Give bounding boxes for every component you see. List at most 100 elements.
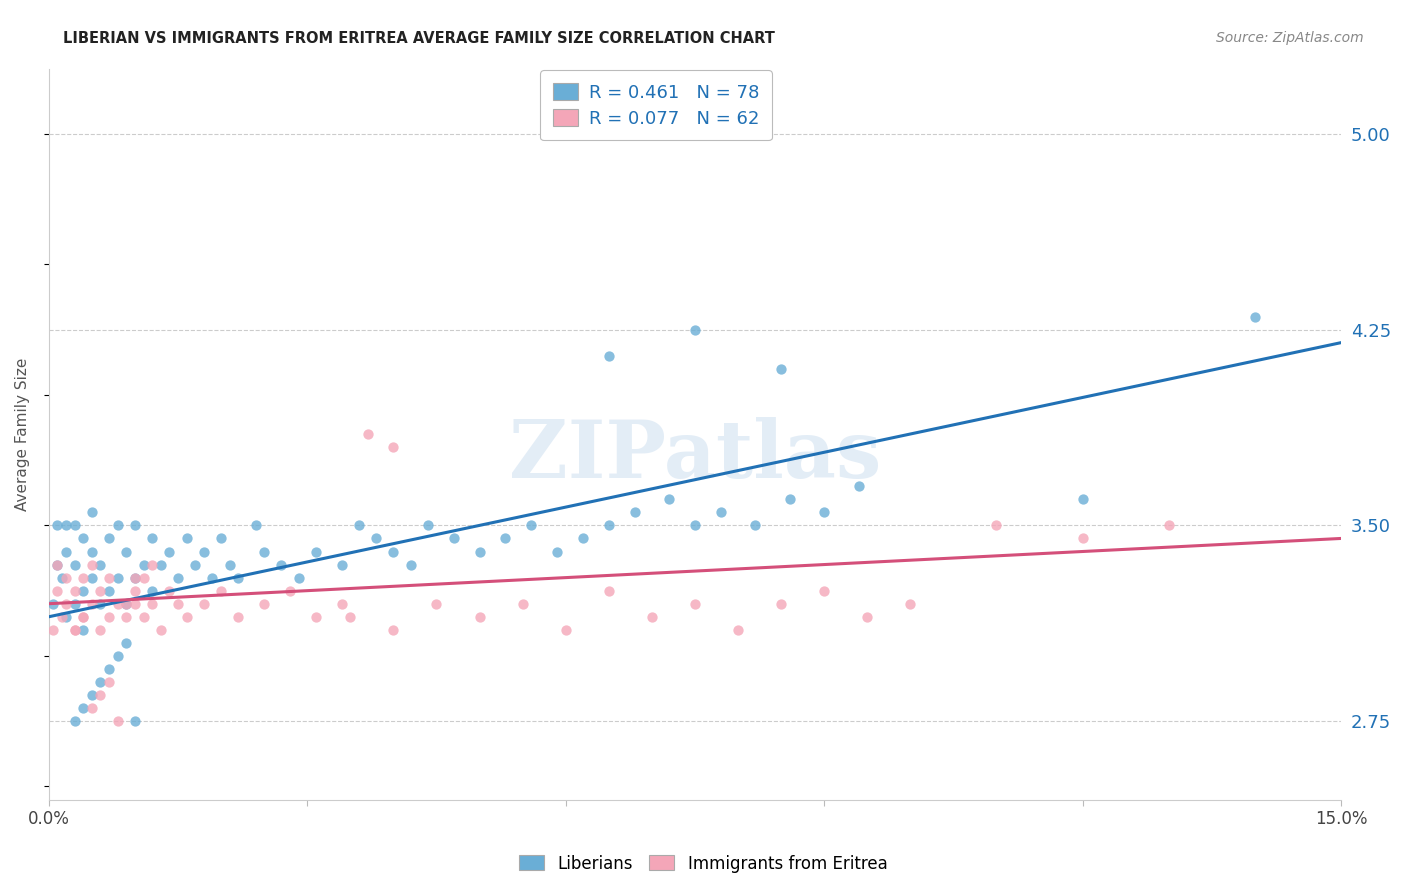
Point <box>986 518 1008 533</box>
Point <box>98 583 121 598</box>
Point <box>856 609 879 624</box>
Point <box>658 492 681 507</box>
Point <box>124 571 146 585</box>
Point <box>176 609 198 624</box>
Point <box>167 597 190 611</box>
Point <box>124 714 146 729</box>
Point <box>157 583 180 598</box>
Point <box>46 518 69 533</box>
Point <box>245 518 267 533</box>
Point <box>416 518 439 533</box>
Y-axis label: Average Family Size: Average Family Size <box>15 358 30 511</box>
Point <box>107 518 129 533</box>
Point <box>55 609 77 624</box>
Point <box>72 532 94 546</box>
Point <box>201 571 224 585</box>
Point <box>598 583 620 598</box>
Point <box>1071 532 1094 546</box>
Point <box>683 322 706 336</box>
Point <box>278 583 301 598</box>
Point <box>330 597 353 611</box>
Text: ZIPatlas: ZIPatlas <box>509 417 882 495</box>
Point <box>898 597 921 611</box>
Point <box>382 544 405 558</box>
Point <box>520 518 543 533</box>
Point <box>347 518 370 533</box>
Point <box>641 609 664 624</box>
Point <box>305 544 328 558</box>
Point <box>468 544 491 558</box>
Point <box>115 597 138 611</box>
Point <box>46 558 69 572</box>
Point <box>770 361 793 376</box>
Point <box>813 505 835 519</box>
Point <box>80 544 103 558</box>
Point <box>167 571 190 585</box>
Point <box>366 532 388 546</box>
Point <box>42 597 65 611</box>
Point <box>89 583 111 598</box>
Point <box>63 518 86 533</box>
Point <box>218 558 240 572</box>
Point <box>356 427 378 442</box>
Point <box>80 688 103 702</box>
Point <box>209 583 232 598</box>
Point <box>63 597 86 611</box>
Point <box>89 623 111 637</box>
Point <box>193 597 215 611</box>
Point <box>710 505 733 519</box>
Point <box>63 623 86 637</box>
Point <box>63 623 86 637</box>
Point <box>598 349 620 363</box>
Point <box>554 623 576 637</box>
Point <box>727 623 749 637</box>
Point <box>80 505 103 519</box>
Point <box>72 623 94 637</box>
Point <box>89 558 111 572</box>
Point <box>80 597 103 611</box>
Point <box>107 648 129 663</box>
Point <box>46 583 69 598</box>
Point <box>253 544 276 558</box>
Point <box>55 571 77 585</box>
Point <box>149 558 172 572</box>
Point <box>115 636 138 650</box>
Point <box>1071 492 1094 507</box>
Point <box>55 597 77 611</box>
Point <box>63 558 86 572</box>
Point <box>512 597 534 611</box>
Point <box>132 571 155 585</box>
Point <box>226 609 249 624</box>
Point <box>623 505 645 519</box>
Point <box>598 518 620 533</box>
Point <box>51 571 73 585</box>
Point <box>141 558 163 572</box>
Point <box>63 714 86 729</box>
Point <box>141 597 163 611</box>
Point <box>494 532 516 546</box>
Point <box>253 597 276 611</box>
Point <box>80 558 103 572</box>
Point <box>72 609 94 624</box>
Point <box>115 597 138 611</box>
Point <box>683 518 706 533</box>
Point <box>115 544 138 558</box>
Point <box>98 662 121 676</box>
Point <box>546 544 568 558</box>
Point <box>330 558 353 572</box>
Point <box>193 544 215 558</box>
Point <box>72 701 94 715</box>
Point <box>72 571 94 585</box>
Point <box>848 479 870 493</box>
Point <box>226 571 249 585</box>
Point <box>98 571 121 585</box>
Point <box>132 558 155 572</box>
Point <box>572 532 595 546</box>
Point <box>132 609 155 624</box>
Point <box>63 583 86 598</box>
Point <box>287 571 309 585</box>
Point <box>89 688 111 702</box>
Point <box>382 623 405 637</box>
Point <box>339 609 361 624</box>
Text: LIBERIAN VS IMMIGRANTS FROM ERITREA AVERAGE FAMILY SIZE CORRELATION CHART: LIBERIAN VS IMMIGRANTS FROM ERITREA AVER… <box>63 31 775 46</box>
